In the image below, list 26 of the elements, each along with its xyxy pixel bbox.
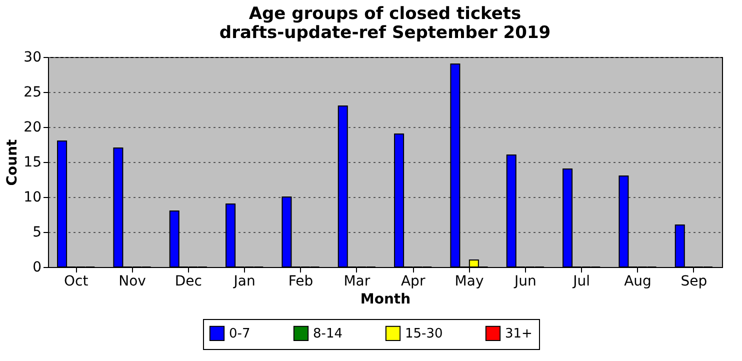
y-tick-label: 15: [24, 154, 42, 170]
legend-label: 0-7: [229, 326, 250, 342]
x-tick-label: Feb: [288, 274, 314, 290]
y-axis-title: Count: [4, 138, 21, 186]
x-tick-label: Aug: [624, 274, 652, 290]
x-tick-label: Jun: [513, 274, 536, 290]
x-tick-label: Apr: [400, 274, 426, 290]
legend-label: 31+: [505, 326, 532, 342]
chart-title: Age groups of closed tickets drafts-update-ref September 2019: [219, 4, 551, 43]
y-tick-label: 0: [32, 260, 42, 276]
legend-label: 15-30: [405, 326, 443, 342]
y-tick-label: 25: [24, 84, 42, 100]
y-tick-label: 20: [24, 120, 42, 136]
x-tick-label: Oct: [64, 274, 89, 290]
x-tick-label: Jan: [232, 274, 256, 290]
legend-label: 8-14: [313, 326, 343, 342]
y-tick-label: 30: [24, 50, 42, 66]
x-tick-label: Sep: [680, 274, 708, 290]
y-tick-label: 5: [32, 224, 42, 240]
y-tick-label: 10: [24, 190, 42, 206]
x-tick-label: May: [454, 274, 484, 290]
x-tick-label: Jul: [572, 274, 590, 290]
x-tick-label: Nov: [118, 274, 146, 290]
x-axis-title: Month: [360, 292, 411, 308]
x-tick-label: Mar: [344, 274, 370, 290]
x-tick-label: Dec: [174, 274, 202, 290]
